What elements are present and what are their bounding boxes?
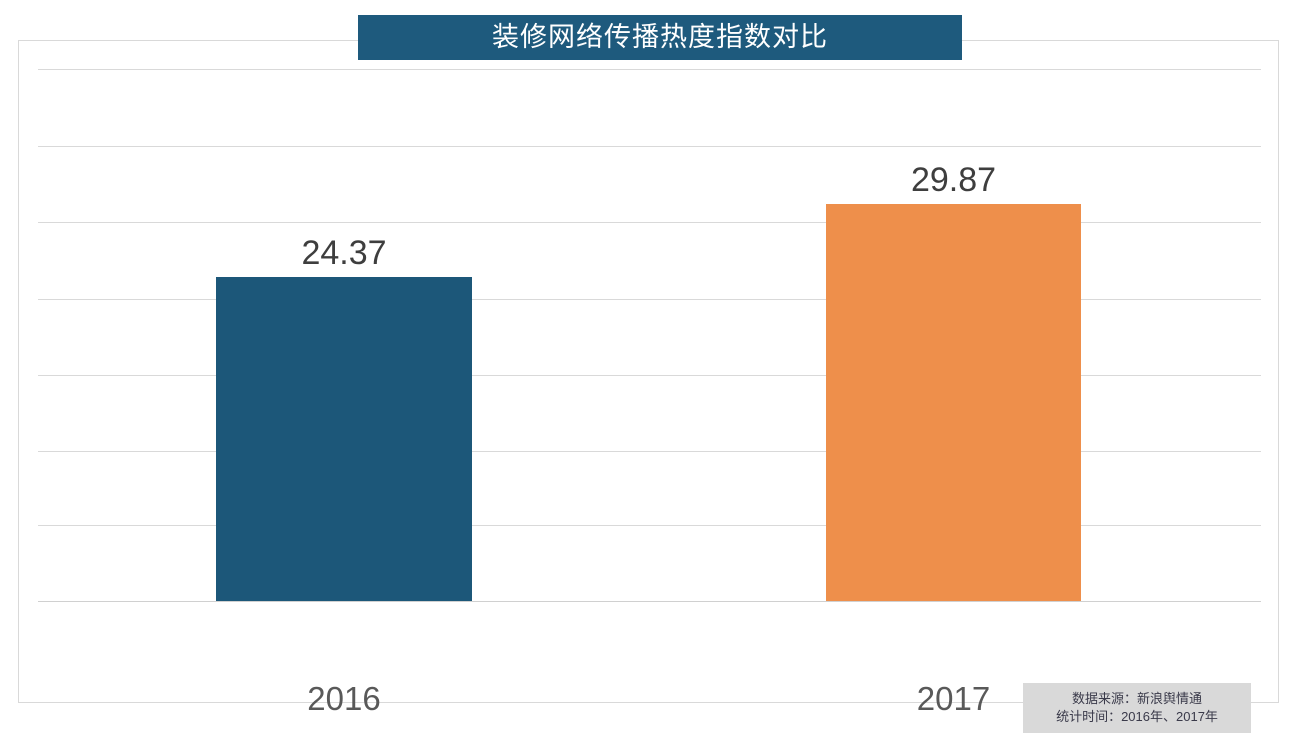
source-time-range: 统计时间：2016年、2017年 [1056,709,1218,724]
gridline-25 [38,299,1261,300]
category-label-2017: 2017 [916,680,991,717]
gridline-20 [38,375,1261,376]
plot-area: 24.37 29.87 2016 2017 [38,60,1261,717]
bar-2016[interactable] [216,277,472,601]
bar-2017[interactable] [826,204,1081,601]
gridline-baseline-0 [38,601,1261,602]
gridline-15 [38,451,1261,452]
gridline-10 [38,525,1261,526]
page-title: 装修网络传播热度指数对比 [492,22,828,52]
gridline-30 [38,222,1261,223]
gridline-35 [38,146,1261,147]
gridline-40 [38,69,1261,70]
chart-title-banner: 装修网络传播热度指数对比 [358,15,962,60]
data-label-2017: 29.87 [910,161,997,199]
source-data-origin: 数据来源：新浪舆情通 [1071,691,1202,706]
data-label-2016: 24.37 [301,234,387,272]
category-label-2016: 2016 [307,680,381,717]
source-note-box: 数据来源：新浪舆情通 统计时间：2016年、2017年 [1023,683,1251,733]
